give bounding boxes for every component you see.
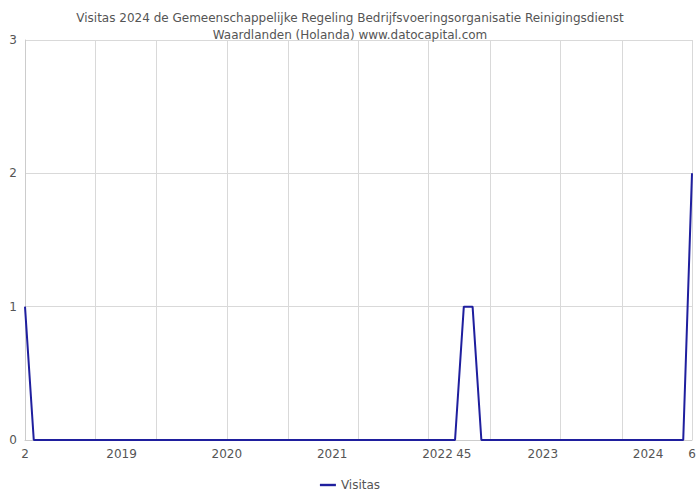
svg-text:2023: 2023: [528, 447, 559, 461]
svg-text:2024: 2024: [633, 447, 664, 461]
svg-text:2021: 2021: [317, 447, 348, 461]
svg-text:2: 2: [21, 447, 29, 461]
svg-text:0: 0: [9, 433, 17, 447]
svg-text:3: 3: [9, 33, 17, 47]
svg-text:6: 6: [688, 447, 696, 461]
svg-text:1: 1: [9, 300, 17, 314]
svg-text:2020: 2020: [212, 447, 243, 461]
svg-text:Waardlanden (Holanda) www.dato: Waardlanden (Holanda) www.datocapital.co…: [213, 28, 488, 42]
svg-text:2: 2: [9, 166, 17, 180]
svg-text:2019: 2019: [106, 447, 137, 461]
svg-text:45: 45: [456, 447, 471, 461]
svg-text:Visitas 2024 de Gemeenschappel: Visitas 2024 de Gemeenschappelijke Regel…: [76, 11, 624, 25]
svg-text:Visitas: Visitas: [341, 478, 380, 492]
svg-text:2022: 2022: [422, 447, 453, 461]
